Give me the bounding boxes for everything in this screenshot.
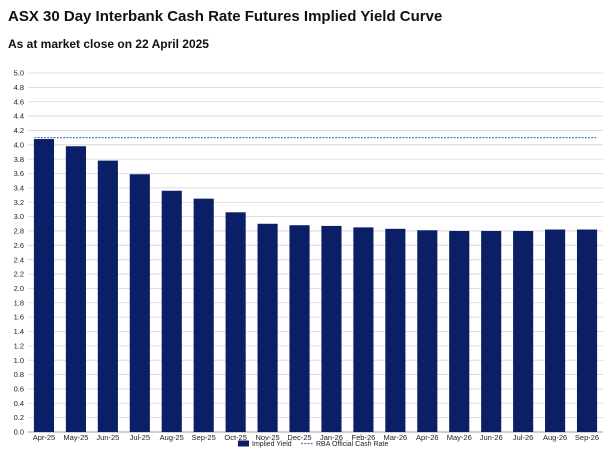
chart-title: ASX 30 Day Interbank Cash Rate Futures I…: [8, 8, 443, 25]
x-tick-label: Jul-26: [513, 433, 533, 442]
bar-Feb-26: [353, 227, 374, 432]
bar-Mar-26: [385, 228, 406, 432]
bar-May-26: [449, 230, 470, 432]
y-tick-label: 0.8: [14, 370, 24, 379]
y-tick-label: 2.8: [14, 227, 24, 236]
bar-Sep-26: [576, 229, 598, 432]
legend-label-rba-cash-rate: RBA Official Cash Rate: [316, 441, 388, 448]
bar-Apr-25: [33, 139, 55, 432]
bar-Aug-26: [545, 229, 566, 432]
bar-Apr-26: [417, 230, 438, 432]
y-tick-label: 3.0: [14, 212, 24, 221]
y-tick-label: 4.0: [14, 140, 24, 149]
x-tick-label: Aug-25: [160, 433, 184, 442]
y-tick-label: 1.0: [14, 356, 24, 365]
bar-Sep-25: [193, 198, 214, 432]
x-tick-label: Jan-26: [320, 433, 343, 442]
x-tick-label: May-26: [447, 433, 472, 442]
y-tick-label: 0.2: [14, 413, 24, 422]
bar-Jan-26: [321, 225, 342, 432]
bar-Nov-25: [257, 223, 278, 432]
x-tick-label: Oct-25: [224, 433, 247, 442]
bar-Jun-25: [97, 160, 118, 432]
y-tick-label: 0.0: [14, 428, 24, 437]
x-tick-label: Sep-25: [192, 433, 216, 442]
y-tick-label: 4.2: [14, 126, 24, 135]
y-tick-label: 1.4: [14, 327, 24, 336]
bar-Jun-26: [481, 230, 502, 432]
y-tick-label: 2.4: [14, 255, 24, 264]
x-tick-label: Jun-25: [96, 433, 119, 442]
x-tick-label: Nov-25: [255, 433, 279, 442]
bar-Jul-25: [129, 174, 150, 432]
y-tick-label: 1.6: [14, 313, 24, 322]
x-tick-label: Aug-26: [543, 433, 567, 442]
x-tick-label: May-25: [63, 433, 88, 442]
y-tick-label: 4.8: [14, 83, 24, 92]
x-tick-label: Apr-25: [33, 433, 56, 442]
y-tick-label: 1.2: [14, 341, 24, 350]
x-tick-label: Feb-26: [352, 433, 376, 442]
y-tick-label: 0.6: [14, 385, 24, 394]
x-tick-label: Mar-26: [383, 433, 407, 442]
y-tick-label: 3.4: [14, 183, 24, 192]
x-tick-label: Sep-26: [575, 433, 599, 442]
x-tick-label: Jun-26: [480, 433, 503, 442]
y-tick-label: 1.8: [14, 298, 24, 307]
bar-Aug-25: [161, 190, 182, 432]
y-tick-label: 3.6: [14, 169, 24, 178]
y-tick-label: 5.0: [14, 69, 24, 78]
bar-May-25: [65, 146, 86, 432]
bar-Jul-26: [513, 230, 534, 432]
y-tick-label: 0.4: [14, 399, 24, 408]
y-tick-label: 2.2: [14, 270, 24, 279]
chart-subtitle: As at market close on 22 April 2025: [8, 37, 209, 51]
legend-swatch-implied-yield: [238, 440, 249, 447]
legend-label-implied-yield: Implied Yield: [252, 441, 292, 448]
y-tick-label: 4.4: [14, 112, 24, 121]
y-tick-label: 3.8: [14, 155, 24, 164]
y-tick-label: 3.2: [14, 198, 24, 207]
x-tick-label: Apr-26: [416, 433, 439, 442]
x-tick-label: Jul-25: [130, 433, 150, 442]
y-tick-label: 2.0: [14, 284, 24, 293]
x-tick-label: Dec-25: [287, 433, 311, 442]
y-tick-label: 2.6: [14, 241, 24, 250]
bar-Dec-25: [289, 225, 310, 432]
bar-Oct-25: [225, 212, 246, 432]
y-tick-label: 4.6: [14, 97, 24, 106]
